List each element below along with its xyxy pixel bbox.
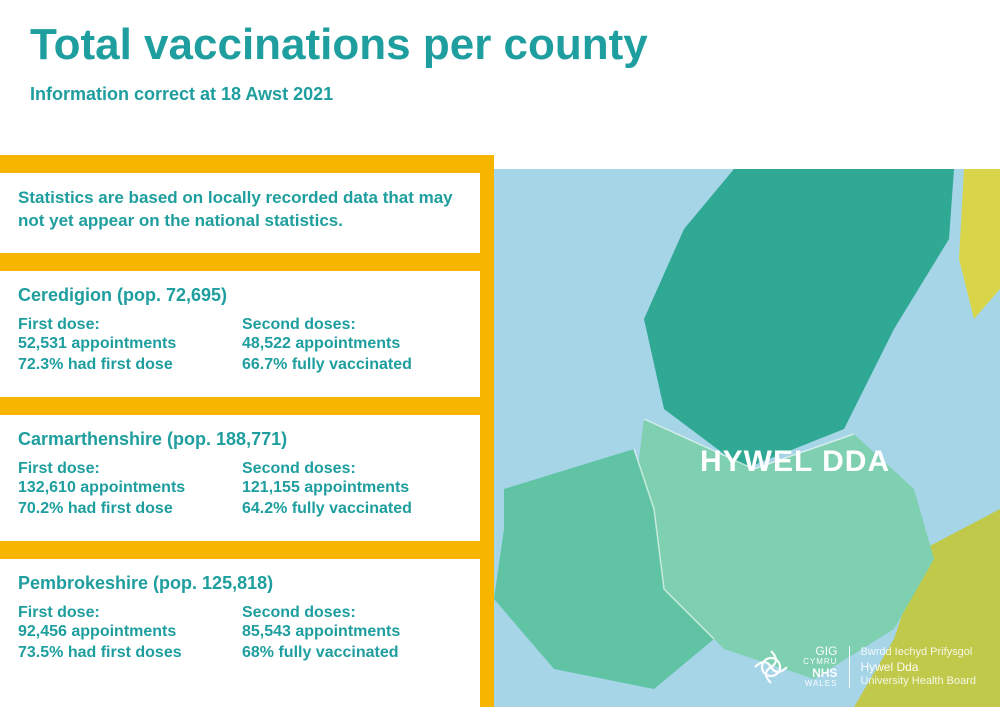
first-dose-count: 52,531 appointments	[18, 334, 232, 355]
first-dose-label: First dose:	[18, 604, 232, 622]
page-subtitle: Information correct at 18 Awst 2021	[30, 84, 648, 105]
second-dose-label: Second doses:	[242, 460, 462, 478]
gold-strip	[0, 253, 480, 271]
header: Total vaccinations per county Informatio…	[30, 20, 648, 105]
brand-left-text: GIG CYMRU NHS WALES	[803, 645, 837, 689]
nhs-knot-icon	[751, 647, 791, 687]
gold-strip	[0, 397, 480, 415]
brand-right3: University Health Board	[860, 675, 976, 689]
first-dose-count: 132,610 appointments	[18, 478, 232, 499]
stats-box: Carmarthenshire (pop. 188,771) First dos…	[0, 415, 480, 541]
map-panel	[494, 169, 1000, 707]
gold-strip	[0, 155, 480, 173]
first-dose-label: First dose:	[18, 460, 232, 478]
county-name: Pembrokeshire (pop. 125,818)	[18, 573, 462, 594]
stats-box: Ceredigion (pop. 72,695) First dose: 52,…	[0, 271, 480, 397]
second-dose-pct: 64.2% fully vaccinated	[242, 499, 462, 520]
stats-box: Pembrokeshire (pop. 125,818) First dose:…	[0, 559, 480, 685]
brand-right-text: Bwrdd Iechyd Prifysgol Hywel Dda Univers…	[849, 646, 976, 689]
stats-box: Statistics are based on locally recorded…	[0, 173, 480, 253]
second-dose-label: Second doses:	[242, 316, 462, 334]
nhs-wales-logo: GIG CYMRU NHS WALES Bwrdd Iechyd Prifysg…	[751, 645, 976, 689]
second-dose-count: 121,155 appointments	[242, 478, 462, 499]
first-dose-label: First dose:	[18, 316, 232, 334]
first-dose-pct: 73.5% had first doses	[18, 643, 232, 664]
gold-divider-vertical	[480, 155, 494, 707]
first-dose-pct: 70.2% had first dose	[18, 499, 232, 520]
second-dose-label: Second doses:	[242, 604, 462, 622]
first-dose-count: 92,456 appointments	[18, 622, 232, 643]
gold-strip	[0, 541, 480, 559]
brand-line-wales: WALES	[803, 680, 837, 689]
map-region-label: HYWEL DDA	[700, 445, 890, 479]
brand-right2: Hywel Dda	[860, 660, 976, 675]
second-dose-pct: 66.7% fully vaccinated	[242, 355, 462, 376]
first-dose-pct: 72.3% had first dose	[18, 355, 232, 376]
second-dose-pct: 68% fully vaccinated	[242, 643, 462, 664]
second-dose-count: 48,522 appointments	[242, 334, 462, 355]
brand-right1: Bwrdd Iechyd Prifysgol	[860, 646, 976, 660]
stats-note: Statistics are based on locally recorded…	[18, 187, 462, 233]
page-title: Total vaccinations per county	[30, 20, 648, 70]
county-name: Ceredigion (pop. 72,695)	[18, 285, 462, 306]
county-map	[494, 169, 1000, 707]
second-dose-count: 85,543 appointments	[242, 622, 462, 643]
county-name: Carmarthenshire (pop. 188,771)	[18, 429, 462, 450]
